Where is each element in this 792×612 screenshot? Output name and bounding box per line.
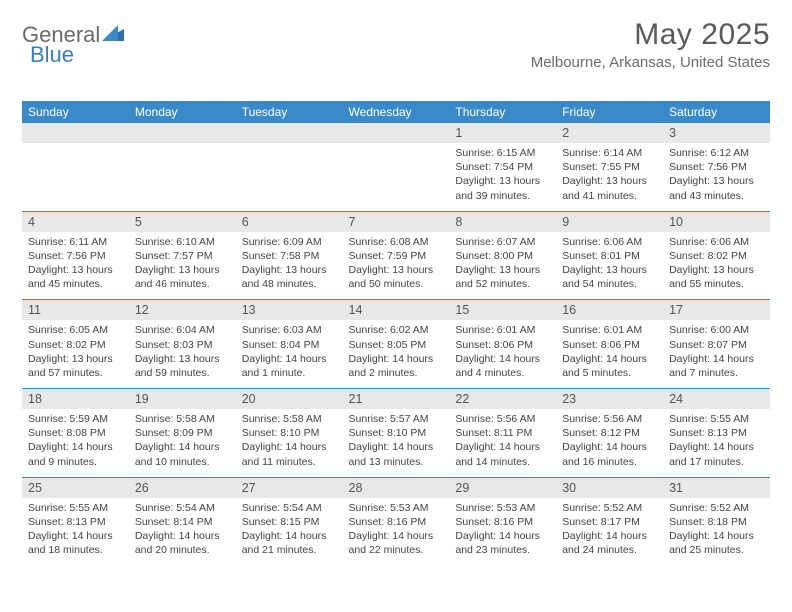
day-detail-cell xyxy=(129,143,236,211)
day-detail-cell: Sunrise: 5:53 AMSunset: 8:16 PMDaylight:… xyxy=(449,498,556,566)
day-detail-row: Sunrise: 5:55 AMSunset: 8:13 PMDaylight:… xyxy=(22,498,770,566)
calendar-table: SundayMondayTuesdayWednesdayThursdayFrid… xyxy=(22,101,770,565)
title-block: May 2025 Melbourne, Arkansas, United Sta… xyxy=(531,18,770,71)
logo-text-blue: Blue xyxy=(30,42,74,67)
day-detail-cell: Sunrise: 6:11 AMSunset: 7:56 PMDaylight:… xyxy=(22,232,129,300)
day-header-cell: Saturday xyxy=(663,101,770,123)
day-number-cell: 23 xyxy=(556,389,663,409)
day-header-cell: Tuesday xyxy=(236,101,343,123)
day-detail-cell: Sunrise: 5:59 AMSunset: 8:08 PMDaylight:… xyxy=(22,409,129,477)
day-number-cell: 29 xyxy=(449,478,556,498)
day-number-cell: 20 xyxy=(236,389,343,409)
header: General May 2025 Melbourne, Arkansas, Un… xyxy=(22,18,770,71)
day-number-cell: 10 xyxy=(663,212,770,232)
day-detail-cell: Sunrise: 6:06 AMSunset: 8:02 PMDaylight:… xyxy=(663,232,770,300)
day-detail-cell: Sunrise: 6:03 AMSunset: 8:04 PMDaylight:… xyxy=(236,320,343,388)
day-number-cell: 21 xyxy=(343,389,450,409)
day-detail-cell: Sunrise: 5:56 AMSunset: 8:11 PMDaylight:… xyxy=(449,409,556,477)
day-detail-row: Sunrise: 6:11 AMSunset: 7:56 PMDaylight:… xyxy=(22,232,770,300)
day-number-cell: 30 xyxy=(556,478,663,498)
day-detail-cell: Sunrise: 6:05 AMSunset: 8:02 PMDaylight:… xyxy=(22,320,129,388)
day-detail-row: Sunrise: 6:15 AMSunset: 7:54 PMDaylight:… xyxy=(22,143,770,211)
day-detail-cell: Sunrise: 6:04 AMSunset: 8:03 PMDaylight:… xyxy=(129,320,236,388)
day-detail-cell: Sunrise: 5:52 AMSunset: 8:18 PMDaylight:… xyxy=(663,498,770,566)
day-detail-cell xyxy=(236,143,343,211)
logo-triangle-icon xyxy=(102,25,124,46)
day-number-cell: 15 xyxy=(449,300,556,320)
day-number-cell xyxy=(343,123,450,143)
day-number-cell: 3 xyxy=(663,123,770,143)
day-header-cell: Friday xyxy=(556,101,663,123)
day-number-cell: 13 xyxy=(236,300,343,320)
day-number-row: 11121314151617 xyxy=(22,300,770,320)
day-number-cell: 18 xyxy=(22,389,129,409)
day-detail-cell: Sunrise: 6:00 AMSunset: 8:07 PMDaylight:… xyxy=(663,320,770,388)
day-detail-cell: Sunrise: 5:57 AMSunset: 8:10 PMDaylight:… xyxy=(343,409,450,477)
day-header-cell: Wednesday xyxy=(343,101,450,123)
day-detail-row: Sunrise: 6:05 AMSunset: 8:02 PMDaylight:… xyxy=(22,320,770,388)
day-detail-cell: Sunrise: 5:55 AMSunset: 8:13 PMDaylight:… xyxy=(22,498,129,566)
day-header-row: SundayMondayTuesdayWednesdayThursdayFrid… xyxy=(22,101,770,123)
day-header-cell: Thursday xyxy=(449,101,556,123)
day-detail-cell: Sunrise: 6:08 AMSunset: 7:59 PMDaylight:… xyxy=(343,232,450,300)
day-number-cell: 24 xyxy=(663,389,770,409)
day-detail-cell: Sunrise: 6:06 AMSunset: 8:01 PMDaylight:… xyxy=(556,232,663,300)
day-detail-cell: Sunrise: 6:12 AMSunset: 7:56 PMDaylight:… xyxy=(663,143,770,211)
day-detail-cell: Sunrise: 5:58 AMSunset: 8:09 PMDaylight:… xyxy=(129,409,236,477)
day-number-cell: 7 xyxy=(343,212,450,232)
location-text: Melbourne, Arkansas, United States xyxy=(531,54,770,71)
day-detail-cell: Sunrise: 5:53 AMSunset: 8:16 PMDaylight:… xyxy=(343,498,450,566)
day-number-row: 18192021222324 xyxy=(22,389,770,409)
day-number-cell xyxy=(236,123,343,143)
day-detail-cell: Sunrise: 5:58 AMSunset: 8:10 PMDaylight:… xyxy=(236,409,343,477)
month-title: May 2025 xyxy=(531,18,770,52)
day-detail-cell xyxy=(22,143,129,211)
day-detail-cell: Sunrise: 5:54 AMSunset: 8:15 PMDaylight:… xyxy=(236,498,343,566)
day-number-cell: 1 xyxy=(449,123,556,143)
day-number-cell: 5 xyxy=(129,212,236,232)
day-number-cell: 6 xyxy=(236,212,343,232)
day-number-cell: 14 xyxy=(343,300,450,320)
day-detail-cell: Sunrise: 6:09 AMSunset: 7:58 PMDaylight:… xyxy=(236,232,343,300)
day-number-row: 123 xyxy=(22,123,770,143)
day-detail-cell: Sunrise: 6:02 AMSunset: 8:05 PMDaylight:… xyxy=(343,320,450,388)
day-number-cell: 25 xyxy=(22,478,129,498)
day-header-cell: Sunday xyxy=(22,101,129,123)
day-detail-cell: Sunrise: 6:01 AMSunset: 8:06 PMDaylight:… xyxy=(449,320,556,388)
day-detail-row: Sunrise: 5:59 AMSunset: 8:08 PMDaylight:… xyxy=(22,409,770,477)
day-detail-cell: Sunrise: 6:01 AMSunset: 8:06 PMDaylight:… xyxy=(556,320,663,388)
day-detail-cell: Sunrise: 5:52 AMSunset: 8:17 PMDaylight:… xyxy=(556,498,663,566)
day-number-cell: 17 xyxy=(663,300,770,320)
day-number-cell xyxy=(129,123,236,143)
day-number-row: 45678910 xyxy=(22,212,770,232)
day-detail-cell: Sunrise: 5:55 AMSunset: 8:13 PMDaylight:… xyxy=(663,409,770,477)
day-detail-cell: Sunrise: 6:15 AMSunset: 7:54 PMDaylight:… xyxy=(449,143,556,211)
day-detail-cell: Sunrise: 5:54 AMSunset: 8:14 PMDaylight:… xyxy=(129,498,236,566)
day-number-cell: 19 xyxy=(129,389,236,409)
day-detail-cell xyxy=(343,143,450,211)
day-number-cell: 2 xyxy=(556,123,663,143)
day-detail-cell: Sunrise: 6:14 AMSunset: 7:55 PMDaylight:… xyxy=(556,143,663,211)
day-detail-cell: Sunrise: 6:07 AMSunset: 8:00 PMDaylight:… xyxy=(449,232,556,300)
day-number-cell: 16 xyxy=(556,300,663,320)
day-detail-cell: Sunrise: 6:10 AMSunset: 7:57 PMDaylight:… xyxy=(129,232,236,300)
day-number-cell xyxy=(22,123,129,143)
day-number-cell: 28 xyxy=(343,478,450,498)
day-number-cell: 8 xyxy=(449,212,556,232)
day-number-cell: 22 xyxy=(449,389,556,409)
day-number-cell: 9 xyxy=(556,212,663,232)
day-detail-cell: Sunrise: 5:56 AMSunset: 8:12 PMDaylight:… xyxy=(556,409,663,477)
day-number-cell: 27 xyxy=(236,478,343,498)
day-number-cell: 26 xyxy=(129,478,236,498)
day-header-cell: Monday xyxy=(129,101,236,123)
day-number-row: 25262728293031 xyxy=(22,478,770,498)
day-number-cell: 11 xyxy=(22,300,129,320)
day-number-cell: 12 xyxy=(129,300,236,320)
day-number-cell: 4 xyxy=(22,212,129,232)
logo-text-blue-wrapper: Blue xyxy=(30,42,74,68)
day-number-cell: 31 xyxy=(663,478,770,498)
